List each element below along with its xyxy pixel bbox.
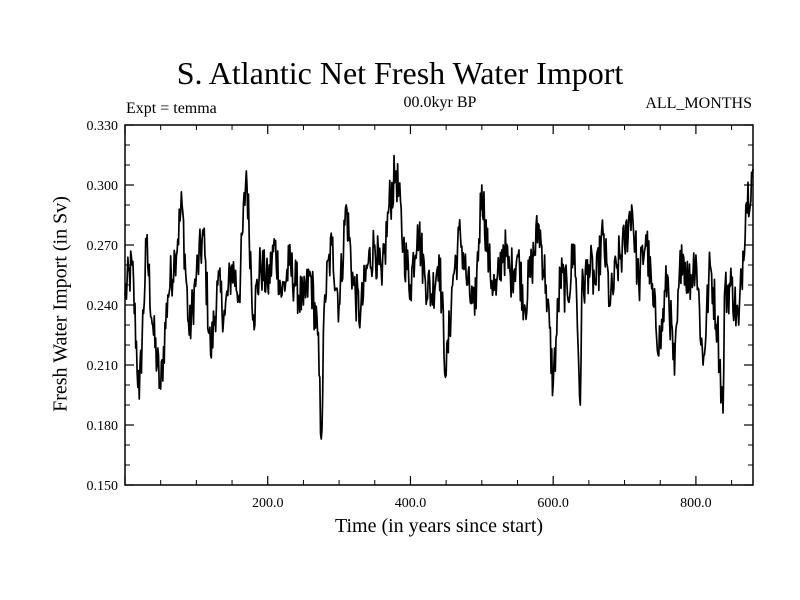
y-tick-label: 0.270	[87, 239, 119, 254]
x-axis-label: Time (in years since start)	[334, 515, 544, 537]
y-axis-label: Fresh Water Import (in Sv)	[49, 196, 72, 412]
y-tick-label: 0.210	[87, 359, 119, 374]
months-label: ALL_MONTHS	[645, 95, 752, 112]
y-tick-label: 0.300	[87, 179, 119, 194]
y-tick-label: 0.240	[87, 299, 119, 314]
period-label: 00.0kyr BP	[403, 94, 477, 111]
y-axis-ticks: 0.150 0.180 0.210 0.240 0.270 0.300 0.330	[87, 119, 753, 494]
x-tick-label: 200.0	[252, 496, 284, 511]
y-tick-label: 0.150	[87, 479, 119, 494]
y-tick-label: 0.180	[87, 419, 119, 434]
experiment-label: Expt = temma	[126, 100, 217, 117]
x-tick-label: 400.0	[395, 496, 427, 511]
chart-title: S. Atlantic Net Fresh Water Import	[176, 55, 624, 91]
x-tick-label: 600.0	[537, 496, 569, 511]
x-axis-ticks: 200.0 400.0 600.0 800.0	[124, 125, 733, 511]
x-tick-label: 800.0	[680, 496, 712, 511]
fresh-water-import-line	[124, 154, 754, 440]
y-tick-label: 0.330	[87, 119, 119, 134]
plot-frame	[124, 124, 754, 486]
